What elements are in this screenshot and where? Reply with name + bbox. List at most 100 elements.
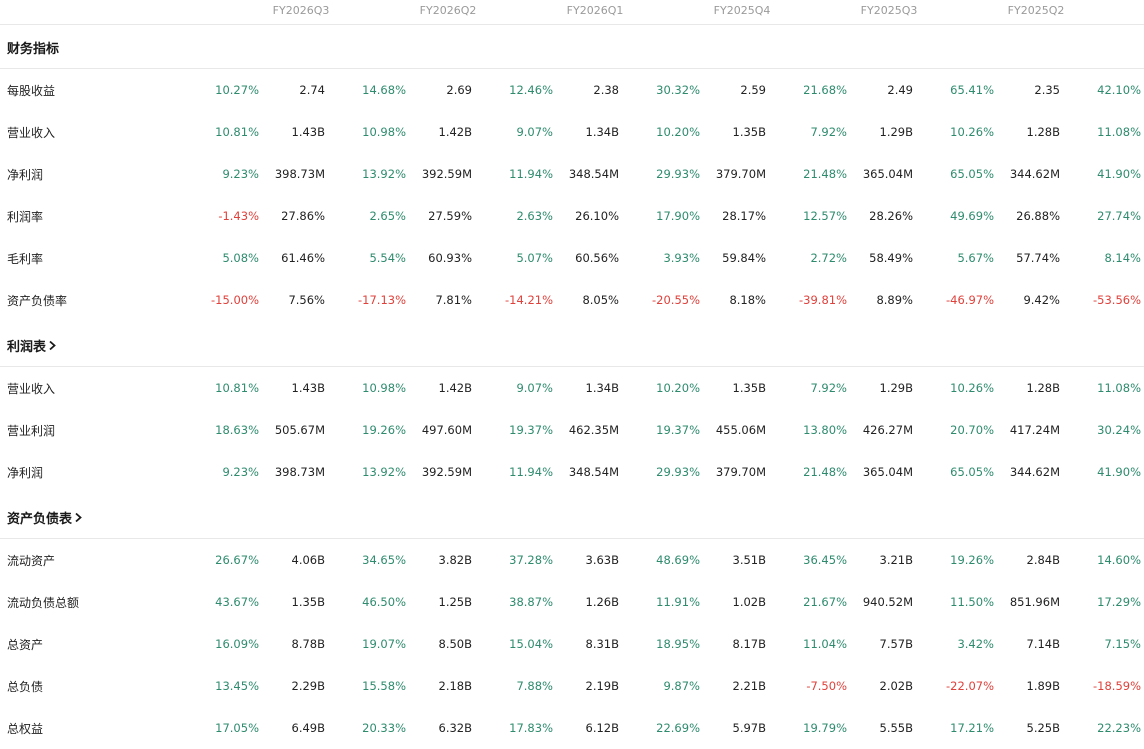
growth-percent: 10.81% — [215, 381, 259, 395]
growth-percent: 11.94% — [509, 465, 553, 479]
growth-percent: 13.92% — [362, 465, 406, 479]
metric-value: 392.59M — [421, 167, 472, 181]
metric-value: 6.49B — [291, 721, 326, 735]
growth-percent: 46.50% — [362, 595, 406, 609]
row-label: 资产负债率 — [7, 294, 68, 308]
growth-percent: -14.21% — [505, 293, 553, 307]
growth-percent: 13.80% — [803, 423, 847, 437]
row-label: 总权益 — [7, 722, 44, 736]
metric-value: 27.86% — [281, 209, 325, 223]
row-label: 流动负债总额 — [7, 596, 80, 610]
growth-percent: 5.08% — [222, 251, 259, 265]
growth-percent: 27.74% — [1097, 209, 1141, 223]
growth-percent: 17.29% — [1097, 595, 1141, 609]
metric-value: 8.89% — [876, 293, 913, 307]
growth-percent: 29.93% — [656, 167, 700, 181]
chevron-right-icon[interactable] — [48, 340, 57, 351]
table-row: 营业收入 10.81% 1.43B 10.98% 1.42B 9.07% 1.34B 10.2… — [0, 367, 1144, 409]
section-title-text: 财务指标 — [7, 42, 60, 57]
growth-percent: 19.37% — [656, 423, 700, 437]
metric-value: 60.93% — [428, 251, 472, 265]
metric-value: 344.62M — [1009, 465, 1060, 479]
growth-percent: 43.67% — [215, 595, 259, 609]
table-row: 毛利率 5.08% 61.46% 5.54% 60.93% 5.07% 60.56% 3.93… — [0, 237, 1144, 279]
metric-value: 2.69 — [446, 83, 472, 97]
column-header[interactable]: FY2026Q3 — [272, 4, 330, 17]
metric-value: 8.50B — [438, 637, 473, 651]
metric-value: 7.81% — [435, 293, 472, 307]
metric-value: 379.70M — [715, 465, 766, 479]
growth-percent: 12.57% — [803, 209, 847, 223]
column-header[interactable]: FY2025Q3 — [860, 4, 918, 17]
metric-value: 455.06M — [715, 423, 766, 437]
metric-value: 9.42% — [1023, 293, 1060, 307]
metric-value: 1.28B — [1026, 381, 1061, 395]
growth-percent: 19.26% — [950, 553, 994, 567]
metric-value: 2.29B — [291, 679, 326, 693]
metric-value: 60.56% — [575, 251, 619, 265]
growth-percent: 21.48% — [803, 465, 847, 479]
growth-percent: 65.05% — [950, 167, 994, 181]
column-header[interactable]: FY2025Q2 — [1007, 4, 1065, 17]
row-label: 营业收入 — [7, 126, 56, 140]
growth-percent: 41.90% — [1097, 167, 1141, 181]
growth-percent: 10.20% — [656, 125, 700, 139]
section-header: 财务指标 — [0, 24, 1144, 69]
metric-value: 1.28B — [1026, 125, 1061, 139]
metric-value: 1.89B — [1026, 679, 1061, 693]
growth-percent: -17.13% — [358, 293, 406, 307]
growth-percent: 7.88% — [516, 679, 553, 693]
metric-value: 6.32B — [438, 721, 473, 735]
table-row: 净利润 9.23% 398.73M 13.92% 392.59M 11.94% 348.54… — [0, 451, 1144, 493]
section-title[interactable]: 资产负债表 — [7, 508, 83, 527]
growth-percent: 10.26% — [950, 125, 994, 139]
growth-percent: -20.55% — [652, 293, 700, 307]
growth-percent: 49.69% — [950, 209, 994, 223]
growth-percent: 11.08% — [1097, 381, 1141, 395]
metric-value: 57.74% — [1016, 251, 1060, 265]
column-header[interactable]: FY2025Q4 — [713, 4, 771, 17]
metric-value: 348.54M — [568, 465, 619, 479]
metric-value: 2.49 — [887, 83, 913, 97]
metric-value: 5.97B — [732, 721, 767, 735]
growth-percent: 11.91% — [656, 595, 700, 609]
growth-percent: 9.23% — [222, 167, 259, 181]
table-row: 营业收入 10.81% 1.43B 10.98% 1.42B 9.07% 1.34B 10.2… — [0, 111, 1144, 153]
section-title[interactable]: 利润表 — [7, 336, 57, 355]
growth-percent: -39.81% — [799, 293, 847, 307]
table-row: 利润率 -1.43% 27.86% 2.65% 27.59% 2.63% 26.10% 17.… — [0, 195, 1144, 237]
metric-value: 2.02B — [879, 679, 914, 693]
metric-value: 1.25B — [438, 595, 473, 609]
growth-percent: 22.23% — [1097, 721, 1141, 735]
column-header[interactable]: FY2026Q1 — [566, 4, 624, 17]
section-header[interactable]: 资产负债表 — [0, 494, 1144, 539]
metric-value: 7.56% — [288, 293, 325, 307]
metric-value: 26.10% — [575, 209, 619, 223]
table-row: 每股收益 10.27% 2.74 14.68% 2.69 12.46% 2.38 30.32%… — [0, 69, 1144, 111]
growth-percent: 65.41% — [950, 83, 994, 97]
growth-percent: 36.45% — [803, 553, 847, 567]
table-row: 净利润 9.23% 398.73M 13.92% 392.59M 11.94% 348.54… — [0, 153, 1144, 195]
growth-percent: 2.72% — [810, 251, 847, 265]
metric-value: 61.46% — [281, 251, 325, 265]
growth-percent: -22.07% — [946, 679, 994, 693]
growth-percent: 7.92% — [810, 125, 847, 139]
metric-value: 398.73M — [274, 167, 325, 181]
metric-value: 26.88% — [1016, 209, 1060, 223]
column-header[interactable]: FY2026Q2 — [419, 4, 477, 17]
section-title-text: 资产负债表 — [7, 512, 73, 527]
metric-value: 348.54M — [568, 167, 619, 181]
section-header[interactable]: 利润表 — [0, 322, 1144, 367]
growth-percent: 10.81% — [215, 125, 259, 139]
metric-value: 1.35B — [732, 381, 767, 395]
growth-percent: 20.70% — [950, 423, 994, 437]
metric-value: 462.35M — [568, 423, 619, 437]
growth-percent: 7.15% — [1104, 637, 1141, 651]
growth-percent: -15.00% — [211, 293, 259, 307]
chevron-right-icon[interactable] — [74, 512, 83, 523]
metric-value: 1.35B — [291, 595, 326, 609]
metric-value: 1.35B — [732, 125, 767, 139]
table-row: 流动资产 26.67% 4.06B 34.65% 3.82B 37.28% 3.63B 48.… — [0, 539, 1144, 581]
growth-percent: 10.27% — [215, 83, 259, 97]
section-title-text: 利润表 — [7, 340, 47, 355]
